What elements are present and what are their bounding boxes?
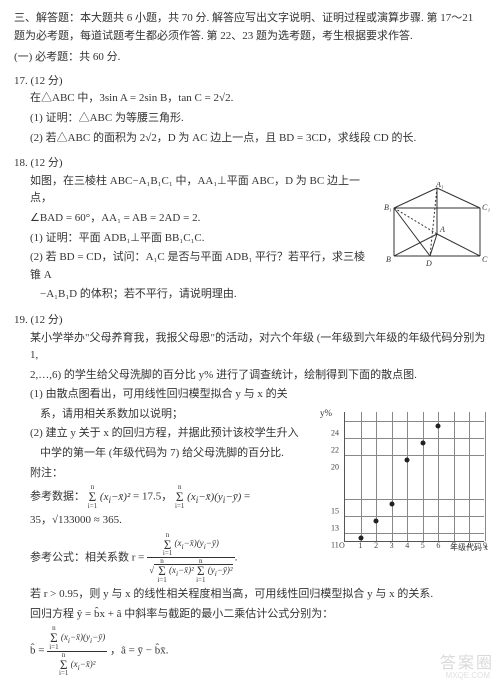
y-tick: 24	[331, 427, 339, 440]
x-tick: 4	[405, 540, 409, 553]
q19-ref5: 回归方程 ŷ = b̂x + â 中斜率与截距的最小二乘估计公式分别为：	[30, 606, 486, 624]
scatter-point	[420, 441, 425, 446]
q18-line2: ∠BAD = 60°，AA₁ = AB = 2AD = 2.	[30, 210, 366, 228]
label-C1: C₁	[482, 203, 490, 212]
q17-stem: 在△ABC 中，3sin A = 2sin B，tan C = 2√2.	[30, 90, 486, 108]
q19-refdata: 参考数据： nΣi=1 (xi−x̄)² = 17.5， nΣi=1 (xi−x…	[30, 484, 306, 510]
x-tick: 1	[359, 540, 363, 553]
y-tick: 13	[331, 522, 339, 535]
q19-note: 附注：	[30, 465, 306, 483]
q17-part2: (2) 若△ABC 的面积为 2√2，D 为 AC 边上一点，且 BD = 3C…	[30, 130, 486, 148]
q19-p1a: (1) 由散点图看出，可用线性回归模型拟合 y 与 x 的关	[30, 386, 306, 404]
q17-part1: (1) 证明：△ABC 为等腰三角形.	[30, 110, 486, 128]
q18-part1: (1) 证明：平面 ADB₁⊥平面 BB₁C₁C.	[30, 230, 366, 248]
scatter-point	[358, 536, 363, 541]
x-tick: 3	[390, 540, 394, 553]
q19-ref4: 若 r > 0.95，则 y 与 x 的线性相关程度相当高，可用线性回归模型拟合…	[30, 586, 486, 604]
q19-ref2: 35，√133000 ≈ 365.	[30, 512, 306, 530]
q18-part2a: (2) 若 BD = CD，试问：A₁C 是否与平面 ADB₁ 平行？若平行，求…	[30, 249, 366, 284]
section-title: 三、解答题：本大题共 6 小题，共 70 分. 解答应写出文字说明、证明过程或演…	[14, 12, 473, 42]
ref1b: = 17.5，	[133, 491, 172, 503]
q19-p2a: (2) 建立 y 关于 x 的回归方程，并据此预计该校学生升入	[30, 425, 306, 443]
q19-line1: 某小学举办"父母养育我，我报父母恩"的活动，对六个年级 (一年级到六年级的年级代…	[30, 330, 486, 365]
scatter-point	[405, 458, 410, 463]
x-tick: 6	[436, 540, 440, 553]
x-tick: 2	[374, 540, 378, 553]
q19-ref6: b̂ = nΣi=1 (xi−x̄)(yi−ȳ) nΣi=1 (xi−x̄)² …	[30, 625, 486, 677]
y-tick: 11	[331, 540, 339, 553]
q19-p1b: 系，请用相关系数加以说明；	[30, 406, 306, 424]
x-axis-label: 年级代码 x	[450, 542, 488, 555]
y-axis-label: y%	[320, 406, 332, 420]
prism-figure: A₁ B₁ C₁ A B C D	[382, 182, 492, 272]
watermark-sub: MXQE.COM	[446, 670, 490, 683]
compulsory-label: (一) 必考题：共 60 分.	[14, 49, 486, 67]
sum-icon: nΣi=1	[175, 484, 184, 510]
label-A: A	[439, 225, 445, 234]
label-B: B	[386, 255, 391, 264]
q18-line1: 如图，在三棱柱 ABC−A₁B₁C₁ 中，AA₁⊥平面 ABC，D 为 BC 边…	[30, 173, 366, 208]
scatter-point	[436, 423, 441, 428]
refdata-label: 参考数据：	[30, 491, 85, 503]
q19-ref3: 参考公式：相关系数 r = nΣi=1 (xi−x̄)(yi−ȳ) √ nΣi=…	[30, 532, 306, 584]
q19-line2: 2,…,6) 的学生给父母洗脚的百分比 y% 进行了调查统计，绘制得到下面的散点…	[30, 367, 486, 385]
ref3-label: 参考公式：相关系数 r =	[30, 551, 144, 563]
scatter-point	[389, 501, 394, 506]
label-B1: B₁	[384, 203, 392, 212]
q17-num: 17. (12 分)	[14, 73, 486, 91]
chart-plot-area: 123456789111315202224O年级代码 x	[344, 412, 484, 542]
y-tick: 20	[331, 462, 339, 475]
q19-num: 19. (12 分)	[14, 312, 486, 330]
ref6a: b̂ =	[30, 645, 44, 657]
y-tick: 22	[331, 444, 339, 457]
scatter-chart: y% 123456789111315202224O年级代码 x	[322, 408, 492, 563]
q19-p2b: 中学的第一年 (年级代码为 7) 给父母洗脚的百分比.	[30, 445, 306, 463]
corr-formula: nΣi=1 (xi−x̄)(yi−ȳ) √ nΣi=1 (xi−x̄)² nΣi…	[147, 532, 234, 584]
q18-part2b: −A₁B₁D 的体积；若不平行，请说明理由.	[30, 286, 366, 304]
question-17: 17. (12 分) 在△ABC 中，3sin A = 2sin B，tan C…	[14, 73, 486, 147]
label-C: C	[482, 255, 488, 264]
section-header: 三、解答题：本大题共 6 小题，共 70 分. 解答应写出文字说明、证明过程或演…	[14, 10, 486, 45]
label-A1: A₁	[435, 182, 444, 189]
label-D: D	[425, 259, 432, 268]
q18-num: 18. (12 分)	[14, 155, 486, 173]
bhat-formula: nΣi=1 (xi−x̄)(yi−ȳ) nΣi=1 (xi−x̄)²	[47, 625, 107, 677]
sum-icon: nΣi=1	[88, 484, 97, 510]
x-tick: 5	[421, 540, 425, 553]
ref1c: =	[244, 491, 250, 503]
scatter-point	[374, 519, 379, 524]
ref6b: ，â = ȳ − b̂x̄.	[110, 645, 169, 657]
y-tick: 15	[331, 505, 339, 518]
